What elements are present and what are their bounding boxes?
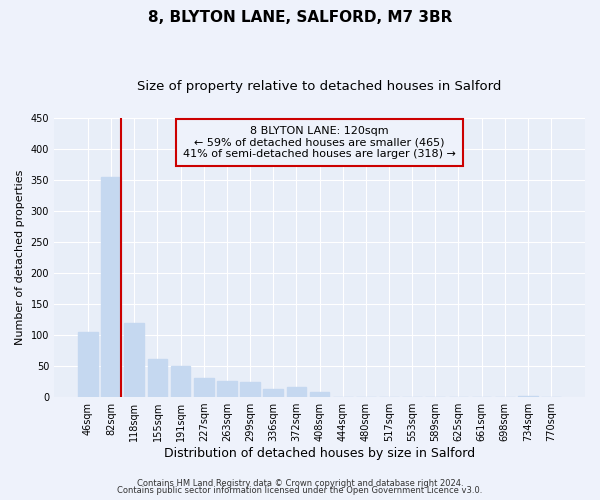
Bar: [518, 396, 538, 397]
Bar: [78, 332, 98, 397]
Bar: [240, 382, 260, 397]
Bar: [171, 366, 190, 397]
Bar: [194, 378, 214, 397]
Text: Contains HM Land Registry data © Crown copyright and database right 2024.: Contains HM Land Registry data © Crown c…: [137, 478, 463, 488]
Bar: [287, 386, 306, 397]
Bar: [217, 381, 237, 397]
Bar: [263, 389, 283, 397]
Bar: [101, 176, 121, 397]
Bar: [310, 392, 329, 397]
Y-axis label: Number of detached properties: Number of detached properties: [15, 170, 25, 345]
Bar: [148, 358, 167, 397]
Text: Contains public sector information licensed under the Open Government Licence v3: Contains public sector information licen…: [118, 486, 482, 495]
X-axis label: Distribution of detached houses by size in Salford: Distribution of detached houses by size …: [164, 447, 475, 460]
Text: 8, BLYTON LANE, SALFORD, M7 3BR: 8, BLYTON LANE, SALFORD, M7 3BR: [148, 10, 452, 25]
Text: 8 BLYTON LANE: 120sqm
← 59% of detached houses are smaller (465)
41% of semi-det: 8 BLYTON LANE: 120sqm ← 59% of detached …: [183, 126, 456, 160]
Title: Size of property relative to detached houses in Salford: Size of property relative to detached ho…: [137, 80, 502, 93]
Bar: [124, 322, 144, 397]
